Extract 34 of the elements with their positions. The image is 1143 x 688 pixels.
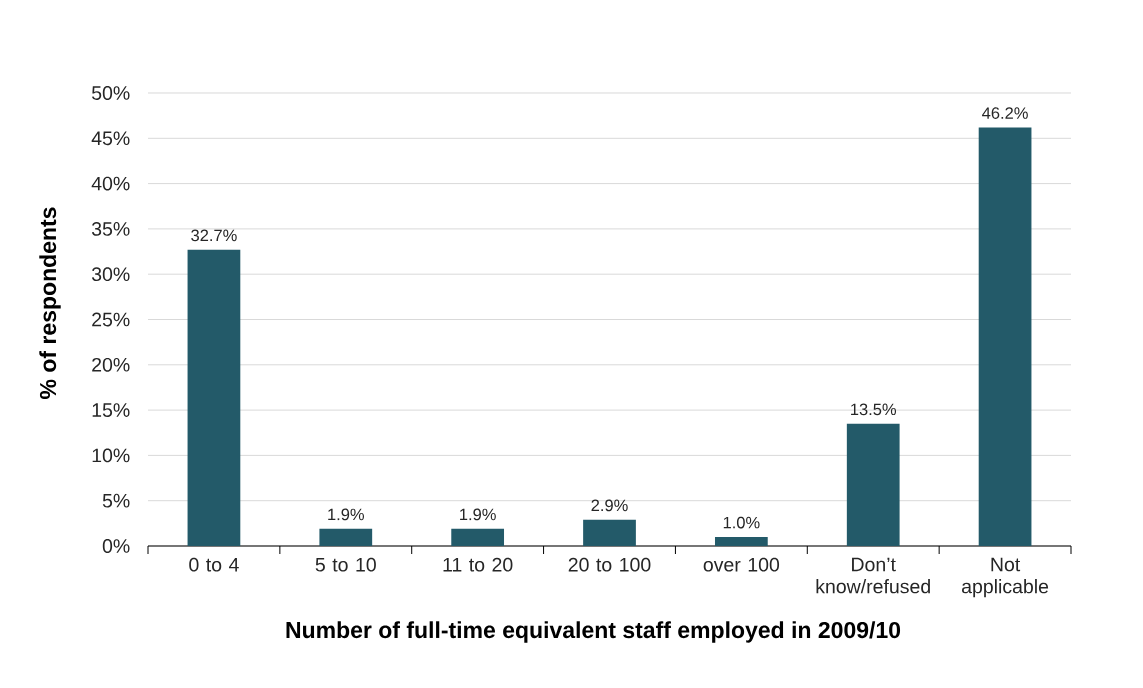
y-tick-label: 20% — [92, 357, 130, 372]
x-tick-label: Not applicable — [961, 557, 1049, 598]
x-tick-label: 5 to 10 — [315, 557, 376, 572]
x-tick-label: 20 to 100 — [568, 557, 651, 572]
y-tick-label: 35% — [91, 222, 130, 236]
x-tick-label: over 100 — [703, 557, 780, 572]
data-label: 2.9% — [591, 499, 628, 512]
bar — [187, 249, 241, 546]
y-tick-label: 0% — [102, 539, 130, 553]
y-tick-label: 45% — [91, 131, 130, 146]
data-label: 13.5% — [851, 403, 897, 416]
bar — [978, 127, 1032, 546]
y-tick-label: 5% — [102, 493, 130, 508]
bar — [583, 519, 636, 546]
bar — [451, 528, 505, 546]
y-axis-title: % of respondents — [39, 207, 61, 399]
x-tick-label: Don’t know/refused — [816, 557, 930, 594]
y-tick-label: 15% — [92, 403, 130, 417]
data-label: 1.0% — [723, 516, 760, 529]
data-label: 46.2% — [982, 107, 1028, 119]
data-label: 1.9% — [460, 508, 496, 521]
x-axis-title: Number of full-time equivalent staff employed in 2009/10 — [286, 621, 901, 643]
x-tick-label: 11 to 20 — [443, 557, 513, 572]
y-tick-label: 10% — [92, 448, 130, 463]
y-tick-label: 25% — [92, 312, 130, 327]
bar — [846, 423, 900, 546]
bar — [319, 528, 373, 546]
data-label: 1.9% — [328, 508, 364, 521]
y-tick-label: 40% — [91, 176, 130, 191]
bar — [714, 536, 768, 546]
y-tick-label: 50% — [91, 86, 130, 100]
x-tick-label: 0 to 4 — [189, 557, 239, 572]
data-label: 32.7% — [191, 229, 237, 242]
y-tick-label: 30% — [91, 267, 130, 282]
